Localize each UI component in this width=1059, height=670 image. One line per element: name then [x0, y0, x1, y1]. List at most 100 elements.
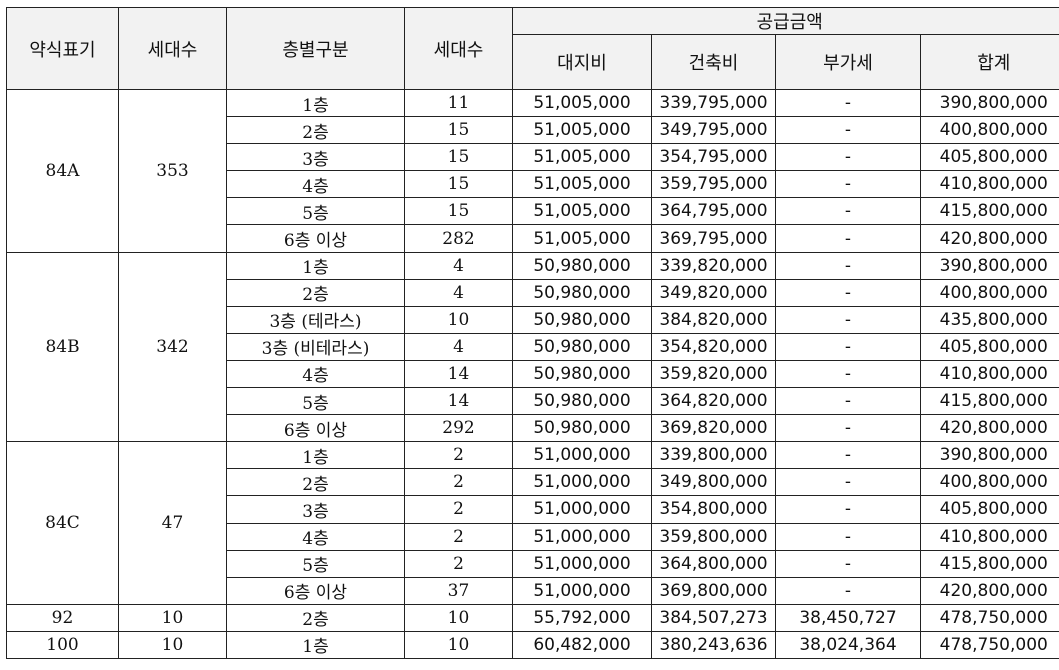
total-price-cell: 400,800,000 [920, 116, 1059, 145]
table-row: 6층 이상 282 51,005,000 369,795,000-420,800,00… [7, 224, 1059, 253]
building-price-cell: 380,243,636 [651, 630, 776, 659]
total-price-cell: 390,800,000 [920, 251, 1059, 280]
building-price-cell: 364,795,000 [651, 197, 776, 226]
land-price-cell: 50,980,000 [512, 359, 652, 389]
vat-cell: - [775, 332, 921, 361]
total-price-cell: 410,800,000 [920, 359, 1059, 389]
header-vat: 부가세 [775, 34, 921, 90]
vat-cell: - [775, 359, 921, 389]
vat-cell: - [775, 278, 921, 307]
header-building: 건축비 [651, 34, 776, 90]
type-units-cell: 342 [118, 251, 227, 443]
table-row: 3층 15 51,005,000 354,795,000-405,800,000 [7, 143, 1059, 172]
total-price-cell: 415,800,000 [920, 549, 1059, 578]
vat-cell: - [775, 441, 921, 470]
floor-cell: 3층 [226, 143, 405, 172]
floor-units-cell: 2 [404, 468, 513, 497]
total-price-cell: 478,750,000 [920, 630, 1059, 659]
vat-cell: - [775, 143, 921, 172]
vat-cell: - [775, 468, 921, 497]
floor-cell: 1층 [226, 441, 405, 470]
floor-cell: 4층 [226, 359, 405, 389]
floor-units-cell: 282 [404, 224, 513, 253]
floor-cell: 5층 [226, 387, 405, 416]
type-cell: 84A [6, 89, 119, 253]
table-row: 2층 4 50,980,000 349,820,000-400,800,000 [7, 278, 1059, 307]
floor-cell: 6층 이상 [226, 414, 405, 443]
building-price-cell: 354,800,000 [651, 495, 776, 524]
type-units-cell: 10 [118, 603, 227, 632]
type-cell: 92 [6, 603, 119, 632]
vat-cell: - [775, 576, 921, 605]
building-price-cell: 339,800,000 [651, 441, 776, 470]
floor-cell: 1층 [226, 88, 405, 118]
floor-units-cell: 14 [404, 387, 513, 416]
building-price-cell: 384,507,273 [651, 603, 776, 632]
floor-cell: 4층 [226, 522, 405, 551]
land-price-cell: 51,005,000 [512, 197, 652, 226]
type-units-cell: 47 [118, 441, 227, 605]
floor-units-cell: 10 [404, 603, 513, 632]
building-price-cell: 359,800,000 [651, 522, 776, 551]
floor-cell: 2층 [226, 603, 405, 632]
building-price-cell: 354,820,000 [651, 332, 776, 361]
type-cell: 84B [6, 251, 119, 443]
type-units-cell: 353 [118, 89, 227, 253]
building-price-cell: 349,800,000 [651, 468, 776, 497]
type-cell: 84C [6, 441, 119, 605]
floor-units-cell: 4 [404, 332, 513, 361]
floor-cell: 5층 [226, 197, 405, 226]
header-floor-units: 세대수 [404, 7, 513, 90]
table-row: 3층 2 51,000,000 354,800,000-405,800,000 [7, 495, 1059, 524]
floor-cell: 2층 [226, 278, 405, 307]
table-row: 4층 2 51,000,000 359,800,000-410,800,000 [7, 522, 1059, 551]
header-supply-group: 공급금액 [512, 7, 1059, 35]
floor-cell: 6층 이상 [226, 224, 405, 253]
floor-units-cell: 10 [404, 630, 513, 659]
building-price-cell: 339,820,000 [651, 251, 776, 280]
vat-cell: - [775, 549, 921, 578]
total-price-cell: 405,800,000 [920, 332, 1059, 361]
floor-cell: 1층 [226, 251, 405, 280]
table-row: 92 10 2층 10 55,792,000 384,507,273 38,450,727 4… [6, 603, 1059, 632]
land-price-cell: 51,000,000 [512, 576, 652, 605]
vat-cell: - [775, 305, 921, 334]
land-price-cell: 51,005,000 [512, 88, 652, 118]
vat-cell: 38,450,727 [775, 603, 921, 632]
floor-cell: 2층 [226, 468, 405, 497]
building-price-cell: 354,795,000 [651, 143, 776, 172]
floor-units-cell: 11 [404, 88, 513, 118]
floor-units-cell: 15 [404, 116, 513, 145]
vat-cell: - [775, 414, 921, 443]
land-price-cell: 50,980,000 [512, 305, 652, 334]
land-price-cell: 50,980,000 [512, 251, 652, 280]
table-row: 2층 15 51,005,000 349,795,000-400,800,000 [7, 116, 1059, 145]
land-price-cell: 50,980,000 [512, 414, 652, 443]
table-header: 약식표기 세대수 층별구분 세대수 공급금액 대지비 건축비 부가세 합계 [6, 7, 1059, 90]
land-price-cell: 51,000,000 [512, 495, 652, 524]
building-price-cell: 359,820,000 [651, 359, 776, 389]
building-price-cell: 384,820,000 [651, 305, 776, 334]
floor-units-cell: 292 [404, 414, 513, 443]
building-price-cell: 369,820,000 [651, 414, 776, 443]
building-price-cell: 369,795,000 [651, 224, 776, 253]
floor-cell: 3층 [226, 495, 405, 524]
building-price-cell: 349,795,000 [651, 116, 776, 145]
table-row: 3층 (테라스) 10 50,980,000 384,820,000-435,800,… [7, 305, 1059, 334]
floor-units-cell: 2 [404, 495, 513, 524]
floor-units-cell: 14 [404, 359, 513, 389]
land-price-cell: 55,792,000 [512, 603, 652, 632]
table-row: 5층 2 51,000,000 364,800,000-415,800,000 [7, 549, 1059, 578]
total-price-cell: 420,800,000 [920, 576, 1059, 605]
land-price-cell: 51,005,000 [512, 170, 652, 199]
land-price-cell: 51,000,000 [512, 441, 652, 470]
building-price-cell: 349,820,000 [651, 278, 776, 307]
land-price-cell: 50,980,000 [512, 278, 652, 307]
total-price-cell: 478,750,000 [920, 603, 1059, 632]
building-price-cell: 359,795,000 [651, 170, 776, 199]
floor-cell: 3층 (테라스) [226, 305, 405, 334]
land-price-cell: 51,000,000 [512, 522, 652, 551]
floor-units-cell: 10 [404, 305, 513, 334]
floor-units-cell: 4 [404, 251, 513, 280]
vat-cell: - [775, 522, 921, 551]
